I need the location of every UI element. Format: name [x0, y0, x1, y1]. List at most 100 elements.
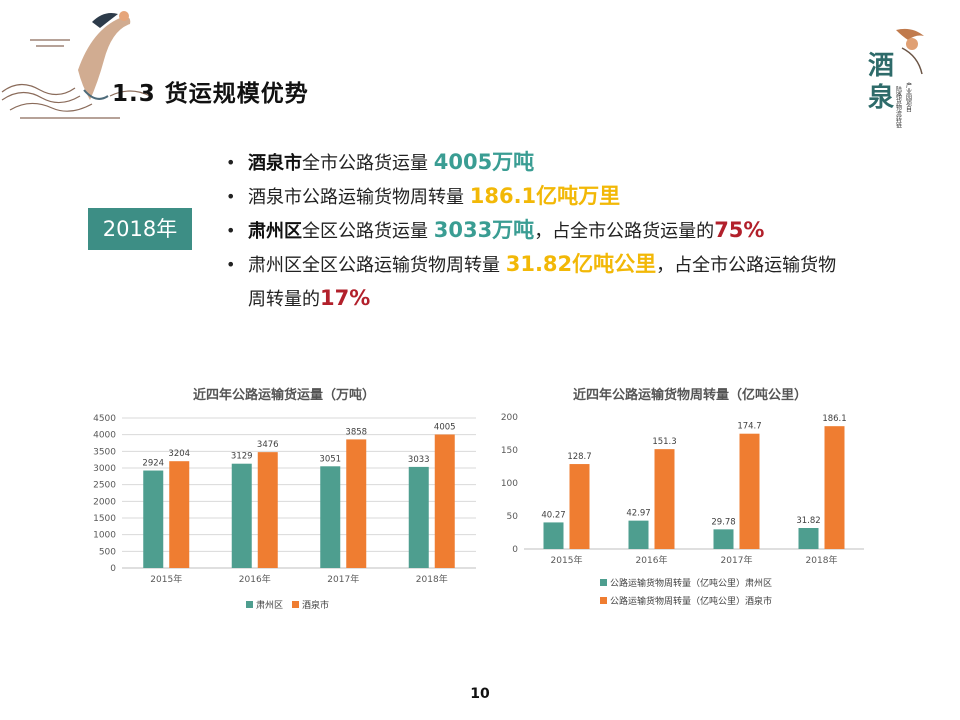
- x-tick-label: 2015年: [551, 554, 583, 566]
- data-label: 31.82: [796, 516, 820, 526]
- y-tick-label: 3000: [93, 464, 116, 474]
- y-tick-label: 150: [501, 446, 518, 456]
- y-tick-label: 3500: [93, 447, 116, 457]
- bar-suzhou: [543, 522, 564, 549]
- bullet-text: 全市公路货运量: [302, 153, 434, 174]
- y-tick-label: 0: [512, 545, 518, 555]
- bar-suzhou: [231, 463, 252, 568]
- bar-jiuquan: [169, 461, 190, 568]
- bar-jiuquan: [654, 449, 675, 549]
- bar-suzhou: [713, 529, 734, 549]
- bar-suzhou: [143, 470, 164, 568]
- bullet-item: 酒泉市全市公路货运量 4005万吨: [222, 146, 902, 180]
- decorative-wave-ornament: [1, 11, 151, 119]
- brand-logo-image: 酒 泉 产业园项目 陆路货物流转链: [868, 28, 924, 129]
- data-label: 151.3: [652, 437, 676, 447]
- bullet-text: 186.1亿吨万里: [469, 184, 621, 208]
- data-label: 3476: [257, 440, 279, 450]
- y-tick-label: 0: [110, 564, 116, 574]
- bullet-text: 75%: [714, 218, 765, 242]
- bar-jiuquan: [569, 464, 590, 549]
- bar-suzhou: [628, 520, 649, 549]
- bullet-text: 4005万吨: [433, 150, 535, 174]
- bar-suzhou: [798, 527, 819, 549]
- legend-swatch: [292, 601, 299, 608]
- bar-suzhou: [408, 466, 429, 568]
- freight-turnover-chart: 近四年公路运输货物周转量（亿吨公里） 0 50 100 150 200 40.27 128.…: [490, 374, 890, 624]
- data-label: 4005: [434, 423, 456, 433]
- y-tick-label: 1500: [93, 514, 116, 524]
- data-label: 128.7: [567, 452, 591, 462]
- bar-jiuquan: [346, 439, 367, 568]
- bullet-text: ，占全市公路货运量的: [534, 221, 715, 242]
- data-label: 42.97: [626, 509, 650, 519]
- freight-volume-chart: 近四年公路运输货运量（万吨） 0 500 1000 1500 2000 2500 3000 3…: [84, 374, 484, 624]
- bar-suzhou: [320, 466, 341, 568]
- slide-title: 1.3 货运规模优势: [112, 81, 309, 107]
- legend-label: 公路运输货物周转量（亿吨公里）酒泉市: [610, 595, 772, 607]
- y-tick-label: 500: [99, 547, 116, 557]
- bar-jiuquan: [824, 426, 845, 549]
- legend-label: 肃州区: [256, 599, 283, 611]
- freight-volume-svg: 0 500 1000 1500 2000 2500 3000 3500 4000 4500 2924…: [93, 414, 476, 611]
- bullet-text: 肃州区全区公路运输货物周转量: [248, 255, 506, 276]
- legend-swatch: [246, 601, 253, 608]
- bullet-text: 周转量的: [248, 289, 320, 310]
- bar-jiuquan: [257, 452, 278, 568]
- bullet-text: 17%: [320, 286, 371, 310]
- svg-text:泉: 泉: [868, 82, 895, 113]
- bar-jiuquan: [434, 434, 455, 568]
- y-tick-label: 1000: [93, 531, 116, 541]
- y-tick-label: 100: [501, 479, 518, 489]
- y-tick-label: 2000: [93, 497, 116, 507]
- data-label: 29.78: [711, 517, 735, 527]
- y-tick-label: 2500: [93, 481, 116, 491]
- bullet-list: 酒泉市全市公路货运量 4005万吨酒泉市公路运输货物周转量 186.1亿吨万里肃…: [222, 146, 902, 316]
- x-tick-label: 2018年: [806, 554, 838, 566]
- x-tick-label: 2015年: [150, 573, 182, 585]
- chart-title: 近四年公路运输货物周转量（亿吨公里）: [572, 388, 807, 403]
- bullet-text: 酒泉市: [248, 153, 302, 174]
- legend-swatch: [600, 579, 607, 586]
- bullet-text: ，占全市公路运输货物: [656, 255, 837, 276]
- bullet-text: 酒泉市公路运输货物周转量: [248, 187, 470, 208]
- x-tick-label: 2016年: [636, 554, 668, 566]
- x-tick-label: 2016年: [239, 573, 271, 585]
- svg-text:陆路货物流转链: 陆路货物流转链: [895, 85, 902, 129]
- bullet-item: 周转量的17%: [222, 282, 902, 316]
- data-label: 3204: [168, 449, 190, 459]
- data-label: 3051: [319, 454, 341, 464]
- chart-title: 近四年公路运输货运量（万吨）: [192, 388, 375, 403]
- data-label: 3033: [408, 455, 430, 465]
- year-badge: 2018年: [88, 208, 192, 250]
- x-tick-label: 2017年: [327, 573, 359, 585]
- data-label: 40.27: [541, 510, 565, 520]
- freight-turnover-svg: 0 50 100 150 200 40.27 128.7 2015年 42.97 151.3 201…: [501, 413, 864, 607]
- bullet-item: 肃州区全区公路货运量 3033万吨，占全市公路货运量的75%: [222, 214, 902, 248]
- legend-label: 公路运输货物周转量（亿吨公里）肃州区: [610, 577, 772, 589]
- brand-logo: 酒 泉 产业园项目 陆路货物流转链: [852, 26, 932, 146]
- svg-text:产业园项目: 产业园项目: [905, 81, 912, 113]
- bullet-item: 酒泉市公路运输货物周转量 186.1亿吨万里: [222, 180, 902, 214]
- bullet-text: 全区公路货运量: [302, 221, 434, 242]
- data-label: 174.7: [737, 422, 761, 432]
- bullet-text: 3033万吨: [433, 218, 535, 242]
- data-label: 3129: [231, 452, 253, 462]
- data-label: 2924: [142, 459, 164, 469]
- bullet-text: 肃州区: [248, 221, 302, 242]
- legend-label: 酒泉市: [302, 599, 329, 611]
- bar-jiuquan: [739, 433, 760, 549]
- data-label: 3858: [345, 427, 367, 437]
- x-tick-label: 2017年: [721, 554, 753, 566]
- y-tick-label: 4000: [93, 431, 116, 441]
- bullet-item: 肃州区全区公路运输货物周转量 31.82亿吨公里，占全市公路运输货物: [222, 248, 902, 282]
- legend-swatch: [600, 597, 607, 604]
- y-tick-label: 50: [507, 512, 519, 522]
- y-tick-label: 4500: [93, 414, 116, 424]
- svg-text:酒: 酒: [868, 51, 894, 81]
- y-tick-label: 200: [501, 413, 518, 423]
- x-tick-label: 2018年: [416, 573, 448, 585]
- page-number: 10: [470, 686, 490, 702]
- bullet-text: 31.82亿吨公里: [505, 252, 657, 276]
- data-label: 186.1: [822, 414, 846, 424]
